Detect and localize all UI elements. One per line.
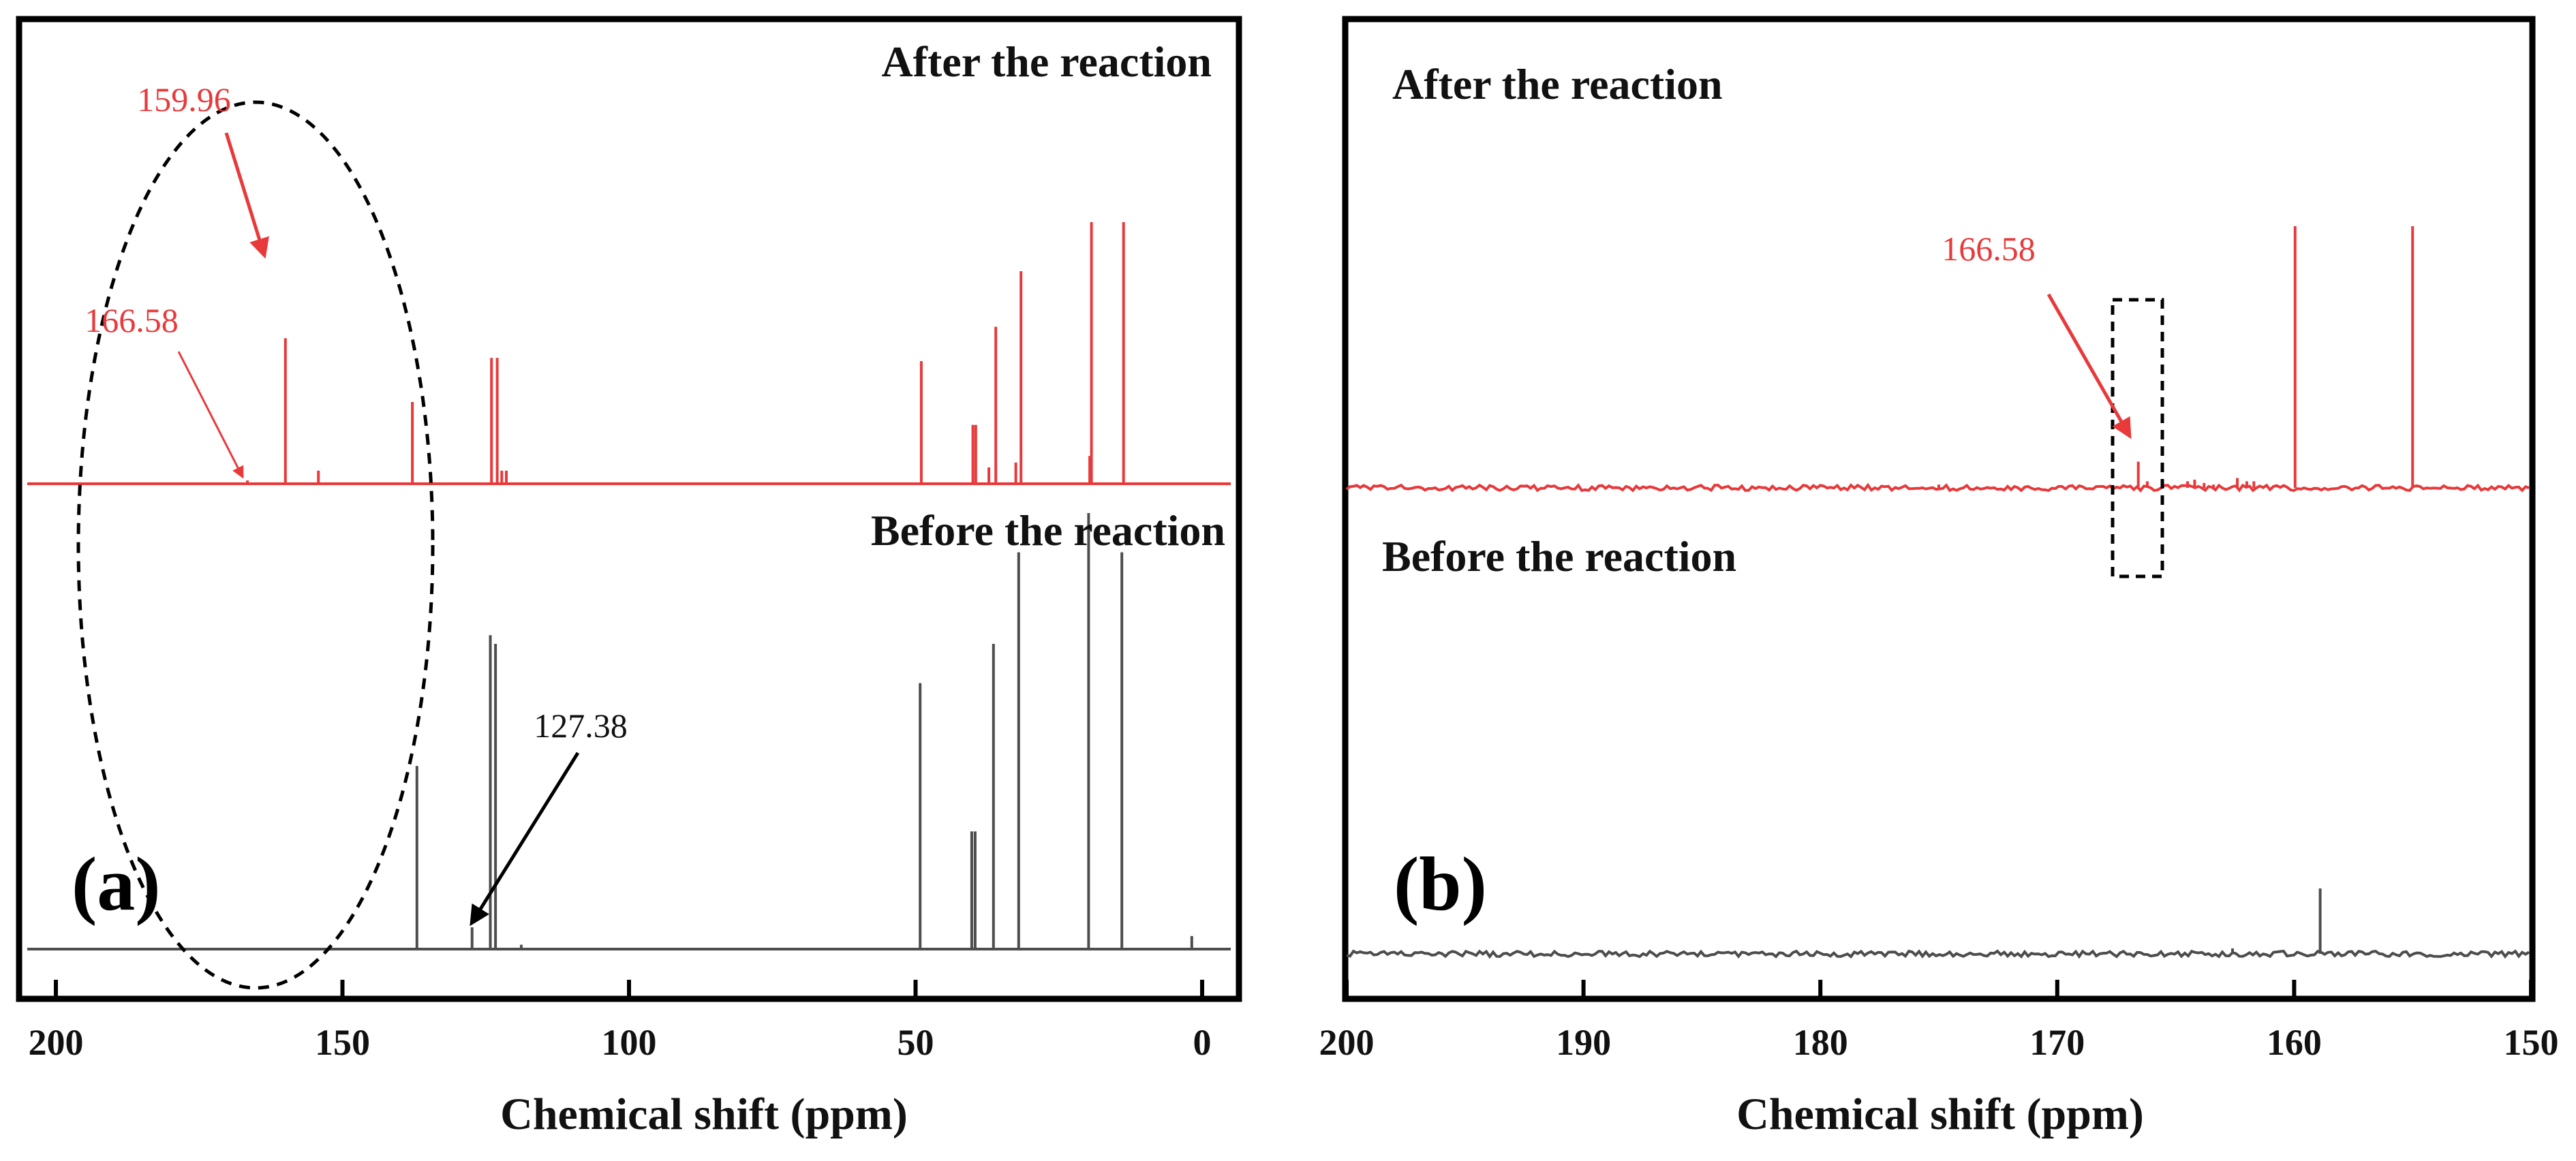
panel-a-x-ticks: 200 150 100 50 0 bbox=[29, 980, 1212, 1063]
panel-a-before-label: Before the reaction bbox=[871, 506, 1225, 555]
x-tick-label: 190 bbox=[1556, 1022, 1611, 1063]
panel-a-annotation-166-58: 166.58 bbox=[85, 301, 179, 339]
panel-b-annotation-166-58: 166.58 bbox=[1942, 230, 2036, 268]
x-tick-label: 200 bbox=[29, 1022, 84, 1063]
panel-b-before-spectrum bbox=[1346, 888, 2530, 959]
panel-b-before-label: Before the reaction bbox=[1382, 532, 1736, 580]
x-tick-label: 100 bbox=[602, 1022, 657, 1063]
spectrum-baseline bbox=[1346, 949, 2530, 959]
x-tick-label: 0 bbox=[1193, 1022, 1212, 1063]
x-tick-label: 50 bbox=[898, 1022, 934, 1063]
x-tick-label: 150 bbox=[315, 1022, 370, 1063]
panel-a-annotation-159-96: 159.96 bbox=[137, 80, 231, 119]
panel-b-x-axis-title: Chemical shift (ppm) bbox=[1736, 1089, 2144, 1139]
panel-a-highlight-ellipse bbox=[76, 100, 435, 990]
x-tick-label: 200 bbox=[1319, 1022, 1375, 1063]
panel-a-after-spectrum bbox=[27, 222, 1231, 485]
panel-a-letter: (a) bbox=[72, 842, 161, 927]
panel-b: 200 190 180 170 160 150 After the reaction Be… bbox=[1319, 16, 2559, 1139]
spectrum-baseline bbox=[1345, 482, 2530, 493]
panel-b-letter: (b) bbox=[1394, 842, 1487, 927]
x-tick-label: 180 bbox=[1793, 1022, 1848, 1063]
panel-a-arrow-159-96 bbox=[224, 132, 269, 259]
panel-a-arrow-166-58 bbox=[177, 351, 244, 479]
panel-b-x-ticks: 200 190 180 170 160 150 bbox=[1319, 980, 2559, 1063]
panel-a-x-axis-title: Chemical shift (ppm) bbox=[500, 1089, 908, 1139]
panel-b-after-label: After the reaction bbox=[1392, 60, 1723, 108]
panel-a-arrow-127-38 bbox=[470, 752, 580, 927]
panel-b-frame bbox=[1342, 16, 2536, 1002]
panel-a-annotation-127-38: 127.38 bbox=[534, 707, 628, 745]
panel-a-before-spectrum bbox=[27, 513, 1231, 950]
panel-b-arrow-166-58 bbox=[2046, 293, 2132, 439]
x-tick-label: 170 bbox=[2029, 1022, 2085, 1063]
panel-b-after-spectrum bbox=[1345, 226, 2530, 493]
x-tick-label: 150 bbox=[2504, 1022, 2559, 1063]
x-tick-label: 160 bbox=[2267, 1022, 2322, 1063]
panel-b-highlight-box bbox=[2111, 298, 2164, 578]
panel-a-after-label: After the reaction bbox=[881, 37, 1212, 86]
panel-a: 200 150 100 50 0 After the reaction Before t… bbox=[16, 16, 1242, 1139]
